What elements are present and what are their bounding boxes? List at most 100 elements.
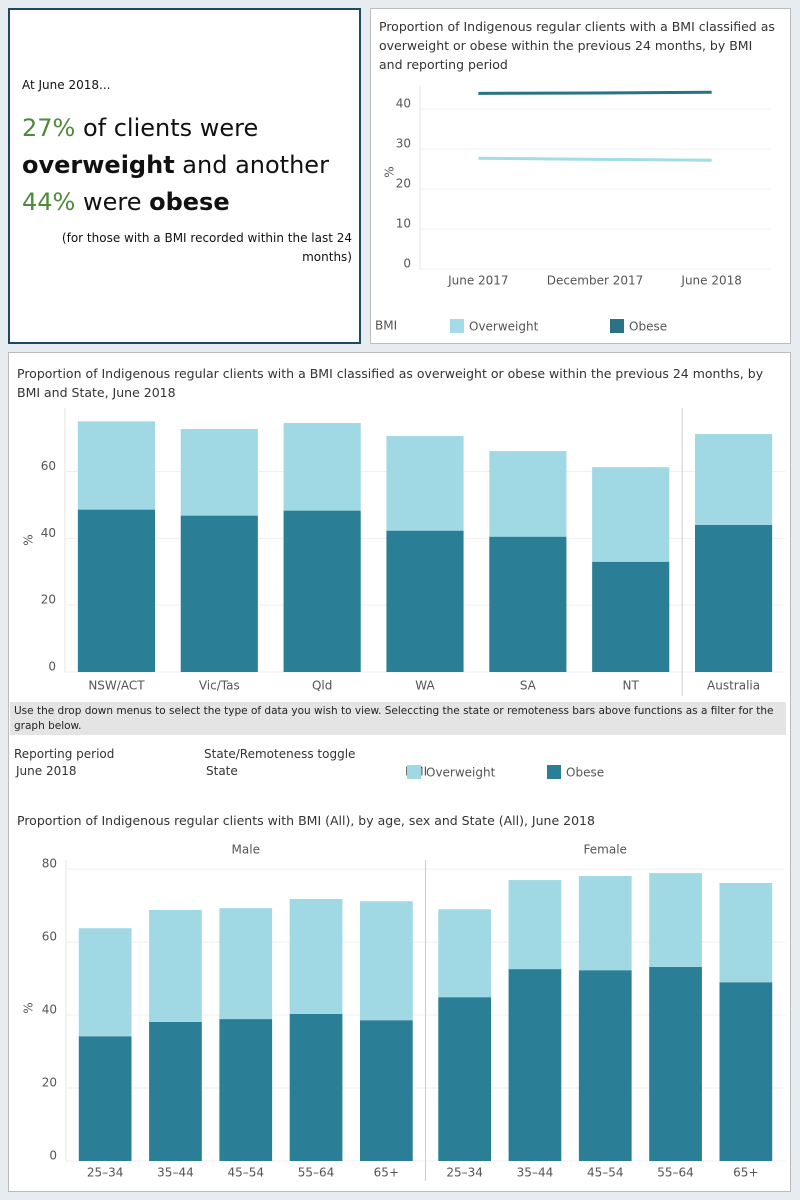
y-tick-label: 20 [396, 177, 411, 191]
y-tick-label: 10 [396, 217, 411, 231]
line [478, 156, 712, 162]
y-tick-label: 20 [42, 1076, 57, 1090]
x-tick-label: 35–44 [157, 1166, 194, 1180]
y-tick-label: 20 [41, 593, 56, 607]
bar-segment [78, 928, 132, 1037]
panel-label: Female [584, 843, 627, 857]
control-value[interactable]: June 2018 [16, 764, 77, 778]
chart-title: Proportion of Indigenous regular clients… [379, 19, 775, 72]
y-axis-label: % [383, 166, 397, 177]
y-tick-label: 60 [42, 930, 57, 944]
bar-segment [219, 908, 273, 1020]
x-tick-label: 25–34 [446, 1166, 483, 1180]
summary-pct: 44% [22, 188, 76, 216]
bar-segment [649, 966, 702, 1161]
bar-segment [508, 969, 562, 1161]
y-tick-label: 40 [396, 97, 411, 111]
x-tick-label: 45–54 [587, 1166, 624, 1180]
y-axis-label: % [22, 1002, 36, 1013]
line [478, 90, 712, 95]
x-tick-label: June 2017 [447, 274, 509, 288]
x-tick-label: 25–34 [87, 1166, 124, 1180]
instruction-box [10, 702, 786, 735]
bar-segment [578, 970, 632, 1161]
bar-segment [77, 421, 155, 510]
legend-swatch [450, 319, 464, 333]
bar-segment [578, 876, 632, 971]
bar-segment [438, 997, 492, 1161]
bar-segment [283, 510, 361, 672]
bar-segment [180, 429, 258, 516]
legend-swatch [547, 765, 561, 779]
bar-segment [719, 882, 773, 983]
y-tick-label: 80 [42, 857, 57, 871]
bar-segment [149, 1021, 202, 1161]
bar-segment [649, 873, 702, 967]
x-tick-label: Vic/Tas [199, 679, 240, 693]
bar-segment [719, 982, 773, 1161]
y-tick-label: 30 [396, 137, 411, 151]
summary-footnote: (for those with a BMI recorded within th… [61, 231, 352, 264]
x-tick-label: SA [520, 679, 537, 693]
control-value[interactable]: State [206, 764, 238, 778]
bar-segment [78, 1036, 132, 1161]
bar-segment [386, 530, 464, 672]
bar-segment [695, 524, 773, 672]
chart-title: Proportion of Indigenous regular clients… [17, 366, 764, 400]
bar-segment [180, 515, 258, 672]
summary-pct: 27% [22, 114, 76, 142]
bar-segment [289, 899, 343, 1014]
x-tick-label: Qld [312, 679, 332, 693]
summary-text: and another [174, 151, 329, 179]
bar-segment [283, 423, 361, 511]
x-tick-label: NSW/ACT [88, 679, 145, 693]
bar-segment [359, 1020, 413, 1161]
summary-intro: At June 2018... [22, 78, 111, 92]
y-tick-label: 0 [49, 1149, 57, 1163]
legend-swatch [407, 765, 421, 779]
bar-segment [508, 880, 562, 970]
bar-segment [359, 901, 413, 1021]
summary-text: of clients were [75, 114, 259, 142]
y-tick-label: 60 [41, 459, 56, 473]
instructions: Use the drop down menus to select the ty… [14, 705, 774, 732]
bar-segment [489, 536, 567, 672]
chart-title: Proportion of Indigenous regular clients… [17, 813, 595, 828]
bar-segment [489, 451, 567, 537]
summary-panel [8, 8, 361, 344]
bar-segment [77, 509, 155, 672]
bar-segment [592, 561, 670, 672]
x-tick-label: Australia [707, 679, 760, 693]
legend-label: Overweight [426, 766, 496, 780]
summary-word: obese [149, 188, 230, 216]
x-tick-label: 55–64 [298, 1166, 335, 1180]
x-tick-label: 35–44 [517, 1166, 554, 1180]
bar-segment [438, 909, 492, 998]
control-label: Reporting period [14, 747, 115, 761]
x-tick-label: June 2018 [680, 274, 742, 288]
control-label: State/Remoteness toggle [204, 747, 356, 761]
legend-swatch [610, 319, 624, 333]
x-tick-label: 45–54 [227, 1166, 264, 1180]
y-axis-label: % [22, 534, 36, 545]
legend-label: Obese [566, 766, 604, 780]
bar-segment [289, 1013, 343, 1161]
bar-segment [149, 909, 202, 1022]
x-tick-label: NT [623, 679, 640, 693]
summary-text: were [75, 188, 150, 216]
bar-segment [695, 434, 773, 525]
x-tick-label: 65+ [374, 1166, 399, 1180]
x-tick-label: 55–64 [657, 1166, 694, 1180]
y-tick-label: 0 [48, 660, 56, 674]
summary: At June 2018... 27% of clients were over… [22, 78, 352, 267]
y-tick-label: 0 [403, 257, 411, 271]
line-panel [370, 8, 791, 344]
legend-label: Overweight [469, 320, 539, 334]
panel-label: Male [232, 843, 260, 857]
x-tick-label: December 2017 [547, 274, 644, 288]
x-tick-label: WA [415, 679, 435, 693]
x-tick-label: 65+ [733, 1166, 758, 1180]
y-tick-label: 40 [41, 526, 56, 540]
